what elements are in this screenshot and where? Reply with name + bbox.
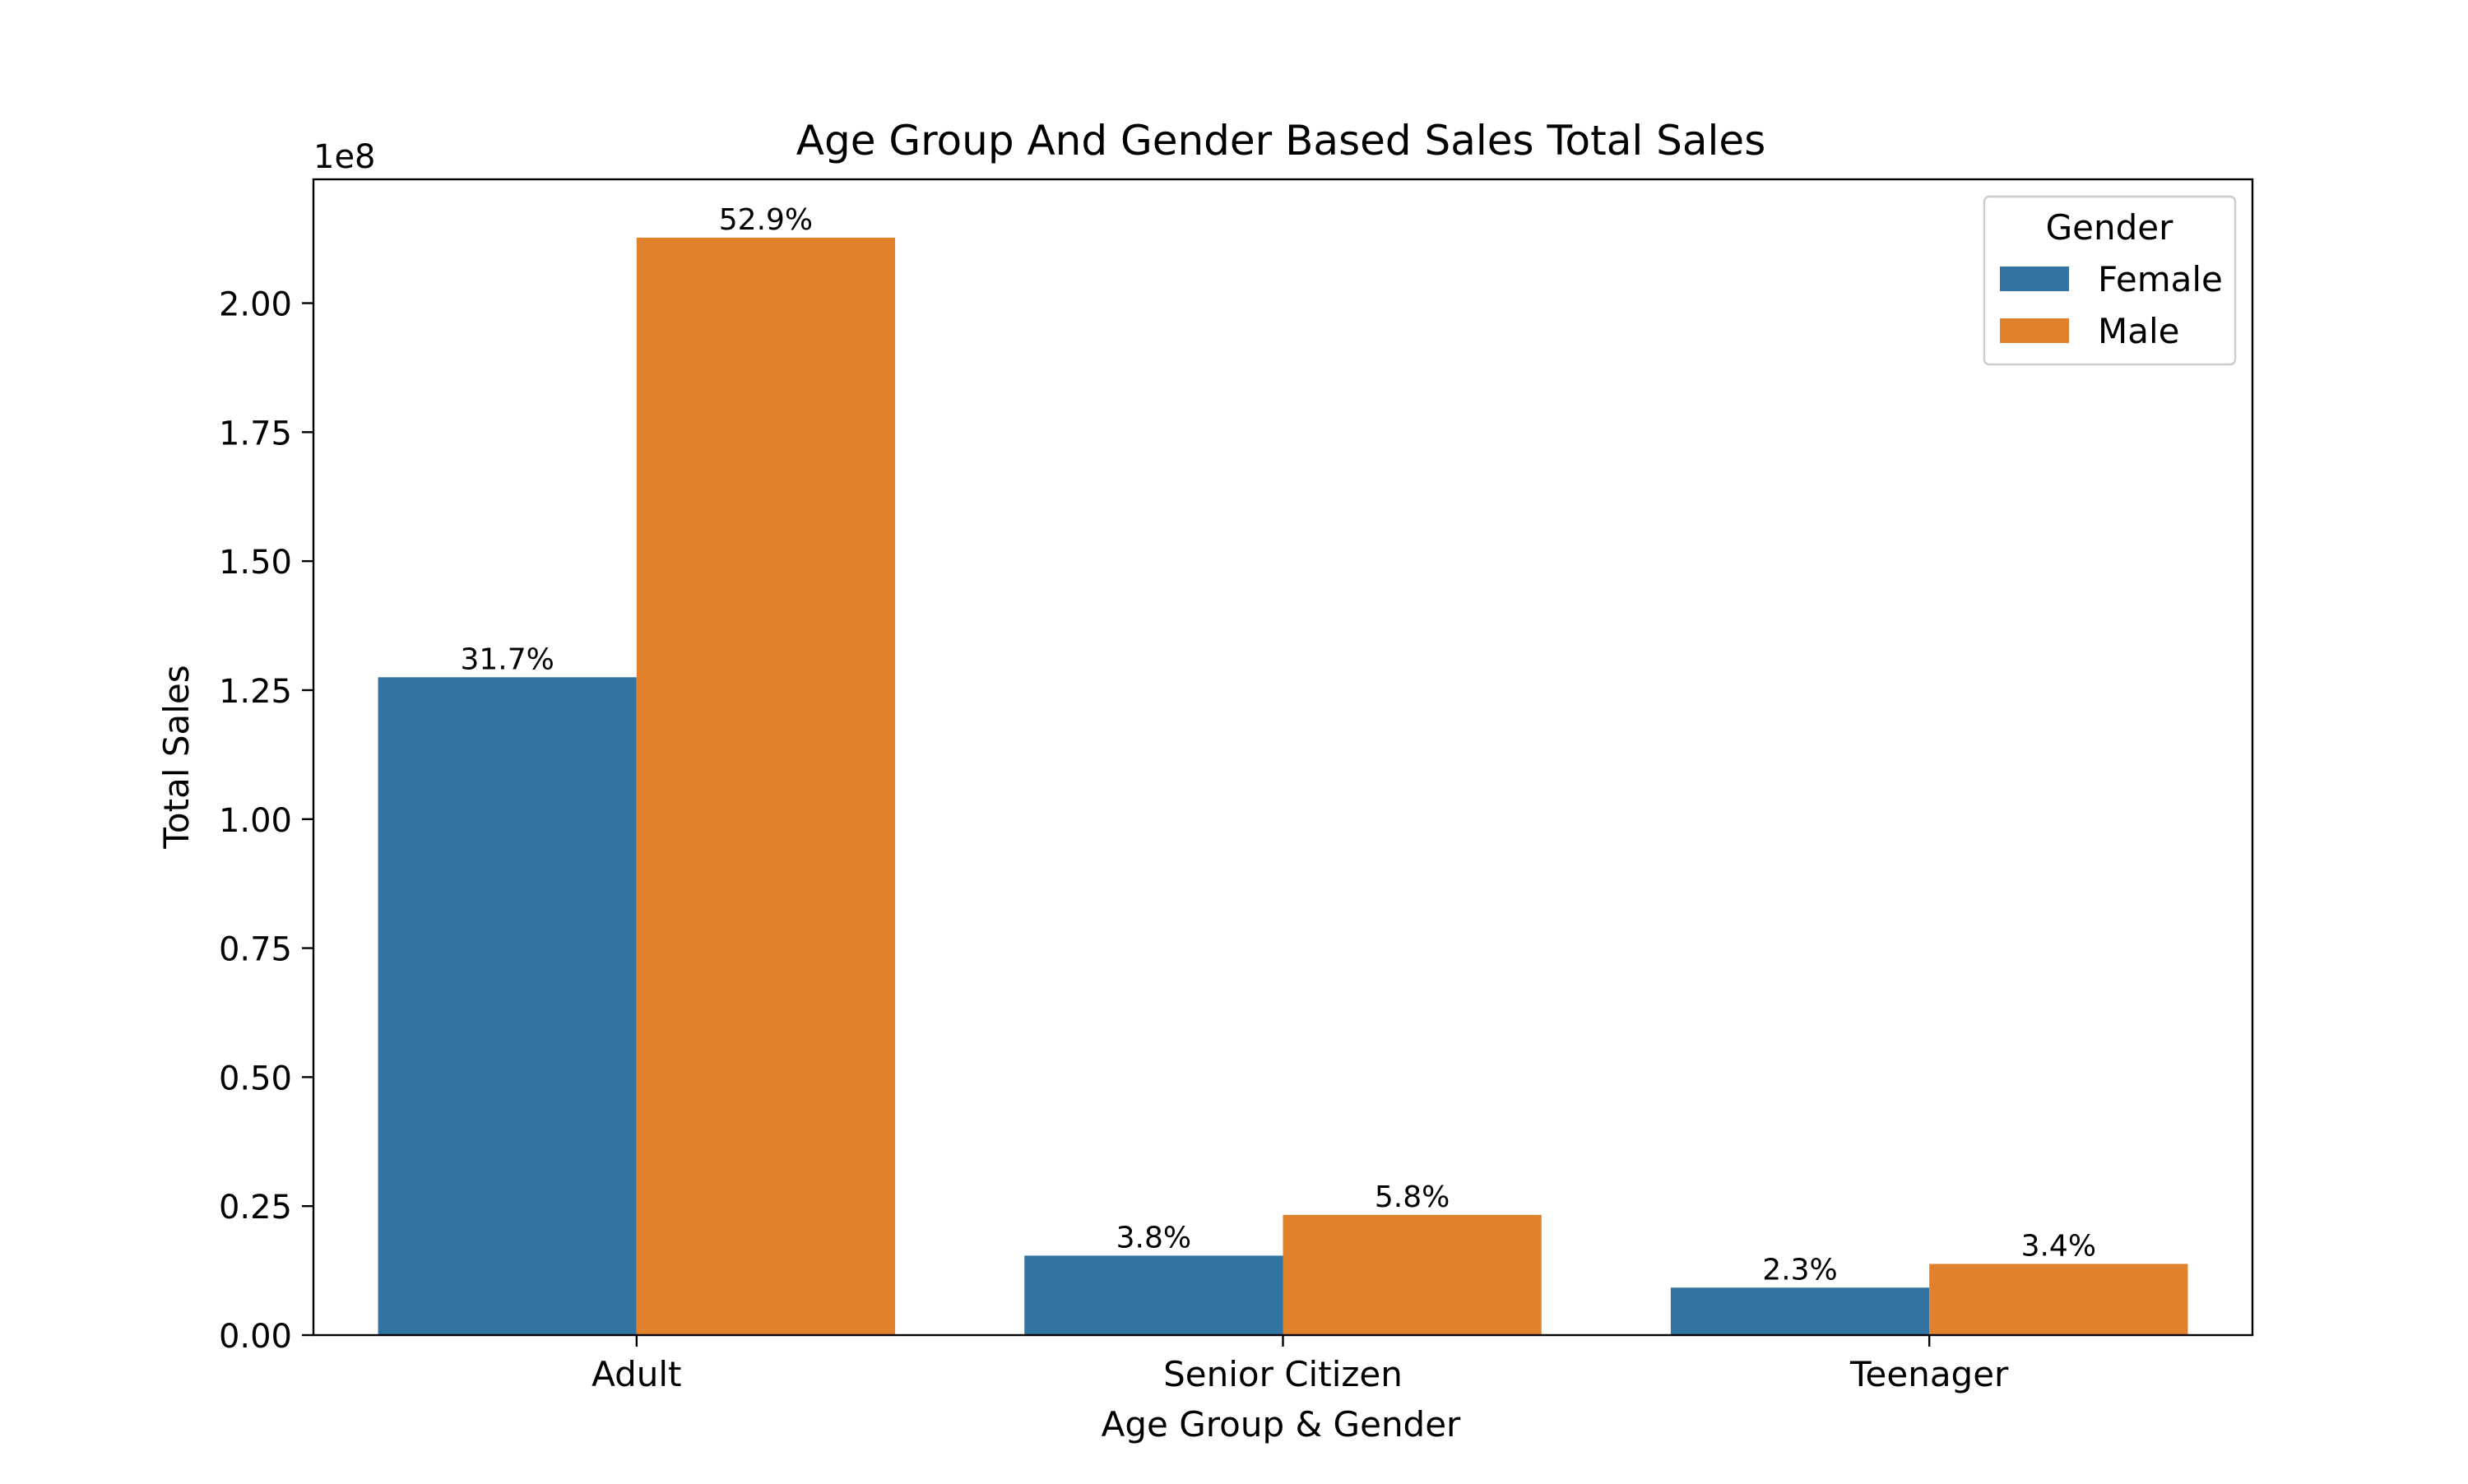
y-axis-label: Total Sales [156, 665, 197, 849]
y-tick-label: 1.50 [219, 544, 292, 582]
legend-items: Female Male [2000, 259, 2223, 351]
bar-value-label: 3.4% [2021, 1229, 2096, 1263]
bar-value-label: 5.8% [1375, 1180, 1450, 1214]
bar-male [1929, 1264, 2188, 1335]
y-tick-label: 0.75 [219, 931, 292, 969]
bars-group [378, 237, 2188, 1336]
legend-swatch-male [2000, 318, 2069, 343]
y-tick-label: 1.75 [219, 415, 292, 452]
y-tick-label: 1.25 [219, 673, 292, 711]
chart-title: Age Group And Gender Based Sales Total S… [796, 117, 1766, 165]
legend-title: Gender [2046, 207, 2174, 248]
bar-value-label: 31.7% [461, 642, 554, 676]
bar-value-label: 3.8% [1116, 1221, 1191, 1254]
bar-female [1670, 1287, 1930, 1335]
legend-label-male: Male [2098, 311, 2179, 351]
x-axis: Adult Senior Citizen Teenager [591, 1335, 2009, 1394]
plot-frame [312, 178, 2254, 1337]
y-tick-label: 0.00 [219, 1318, 292, 1356]
bar-value-label: 2.3% [1762, 1253, 1837, 1287]
y-tick-label: 0.50 [219, 1060, 292, 1097]
x-tick-label: Teenager [1849, 1354, 2009, 1394]
y-axis: 0.00 0.25 0.50 0.75 1.00 1.25 1.50 1.75 2.00 [219, 286, 313, 1356]
bar-male [1283, 1214, 1542, 1335]
x-tick-label: Senior Citizen [1163, 1354, 1403, 1394]
legend-label-female: Female [2098, 259, 2223, 299]
x-tick-label: Adult [591, 1354, 681, 1394]
bar-labels-group: 31.7% 3.8% 2.3% 52.9% 5.8% 3.4% [461, 203, 2097, 1287]
bar-female [378, 677, 637, 1335]
legend-swatch-female [2000, 267, 2069, 291]
y-tick-label: 2.00 [219, 286, 292, 324]
y-offset-label: 1e8 [313, 138, 376, 176]
bar-value-label: 52.9% [719, 203, 813, 237]
y-tick-label: 0.25 [219, 1189, 292, 1227]
bar-female [1024, 1255, 1283, 1335]
legend: Gender Female Male [1983, 195, 2237, 366]
x-axis-label: Age Group & Gender [1102, 1404, 1461, 1445]
y-tick-label: 1.00 [219, 802, 292, 840]
bar-male [636, 237, 896, 1336]
